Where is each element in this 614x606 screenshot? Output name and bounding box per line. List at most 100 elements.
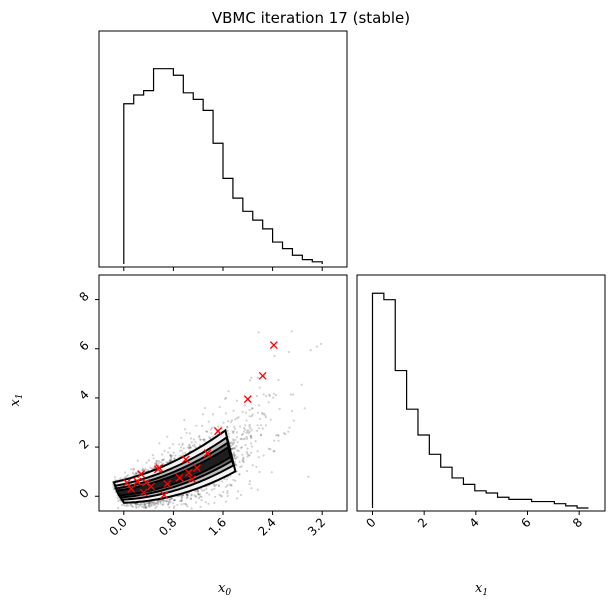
density-sample — [224, 397, 227, 400]
density-sample — [150, 501, 153, 504]
histogram-x1-bar — [384, 300, 395, 508]
density-sample — [142, 505, 145, 508]
density-sample — [190, 441, 193, 444]
density-sample — [234, 456, 237, 459]
density-sample — [170, 497, 173, 500]
histogram-x0-bar — [154, 69, 164, 264]
histogram-x0-bar — [183, 93, 193, 264]
density-sample — [230, 441, 233, 444]
density-sample — [238, 460, 241, 463]
density-sample — [154, 462, 157, 465]
density-sample — [154, 502, 157, 505]
histogram-x0-bar — [163, 69, 173, 264]
density-sample — [161, 503, 164, 506]
density-contours — [112, 428, 237, 504]
density-sample — [195, 495, 198, 498]
density-sample — [161, 458, 165, 462]
density-sample — [277, 378, 280, 382]
density-sample — [196, 489, 199, 493]
histogram-x1-tick-label: 6 — [518, 515, 533, 530]
density-sample — [193, 445, 196, 448]
density-sample — [231, 447, 234, 450]
density-sample — [156, 502, 159, 505]
density-sample — [239, 437, 242, 441]
density-sample — [117, 506, 120, 510]
density-sample — [149, 503, 152, 506]
density-sample — [224, 485, 228, 488]
density-sample — [240, 465, 243, 468]
histogram-x0-bar — [283, 249, 293, 264]
density-sample — [244, 428, 247, 431]
density-sample — [166, 435, 169, 438]
scatter-x-tick-label: 0.8 — [156, 515, 179, 538]
density-sample — [135, 505, 138, 508]
red-x-stroke — [142, 478, 151, 487]
density-sample — [232, 451, 236, 454]
histogram-x0-panel — [98, 30, 348, 271]
density-sample — [225, 478, 228, 481]
histogram-x1-bars — [371, 292, 589, 509]
density-sample — [143, 506, 146, 509]
density-sample — [167, 451, 170, 454]
density-sample — [258, 427, 261, 430]
density-sample — [242, 438, 245, 441]
density-sample — [217, 425, 220, 428]
density-sample — [185, 503, 188, 506]
density-sample — [141, 467, 144, 470]
scatter-y-tick-label: 4 — [77, 387, 92, 402]
density-sample — [227, 432, 230, 435]
density-sample — [231, 430, 234, 433]
x0-axis-label: x0 — [218, 581, 231, 598]
density-sample — [144, 504, 147, 507]
density-sample — [186, 494, 189, 497]
density-sample — [234, 457, 237, 460]
density-sample — [127, 504, 130, 507]
density-sample — [235, 436, 239, 439]
density-sample — [232, 478, 235, 481]
density-sample — [168, 499, 171, 502]
density-sample — [242, 461, 245, 464]
density-sample — [190, 446, 193, 449]
density-sample — [190, 493, 193, 496]
density-sample — [241, 459, 244, 462]
histogram-x0-bar — [193, 99, 203, 264]
density-sample — [233, 425, 236, 428]
density-sample — [242, 430, 246, 433]
density-sample — [262, 454, 265, 457]
density-sample — [247, 432, 250, 435]
density-sample — [131, 505, 134, 508]
density-sample — [184, 451, 187, 454]
density-sample — [173, 505, 176, 508]
histogram-x1-bar — [373, 293, 384, 508]
density-sample — [210, 428, 213, 431]
density-sample — [247, 429, 250, 432]
density-sample — [315, 345, 319, 348]
density-sample — [184, 502, 187, 505]
density-sample — [199, 438, 202, 441]
density-sample — [169, 498, 172, 501]
density-sample — [112, 485, 115, 488]
density-sample — [218, 406, 221, 409]
density-sample — [165, 500, 168, 503]
density-sample — [232, 455, 236, 458]
histogram-x1-bar — [463, 484, 474, 508]
scatter-x-tick-label: 3.2 — [305, 515, 328, 538]
red-x-marker — [193, 464, 201, 472]
red-x-stroke — [139, 488, 148, 497]
density-sample — [129, 504, 133, 507]
density-sample — [162, 503, 165, 506]
density-sample — [251, 464, 254, 467]
density-sample — [250, 429, 253, 432]
density-sample — [199, 495, 202, 498]
histogram-x0-bar — [144, 91, 154, 264]
density-sample — [320, 342, 323, 345]
density-sample — [151, 501, 154, 504]
density-sample — [232, 447, 235, 450]
histogram-x0-bar — [273, 242, 283, 264]
density-sample — [233, 447, 236, 450]
density-sample — [168, 459, 172, 462]
density-sample — [202, 438, 205, 441]
scatter-y-tick-label: 8 — [77, 289, 92, 304]
histogram-x1-bar — [395, 371, 406, 508]
histogram-x1-bar — [441, 467, 452, 508]
